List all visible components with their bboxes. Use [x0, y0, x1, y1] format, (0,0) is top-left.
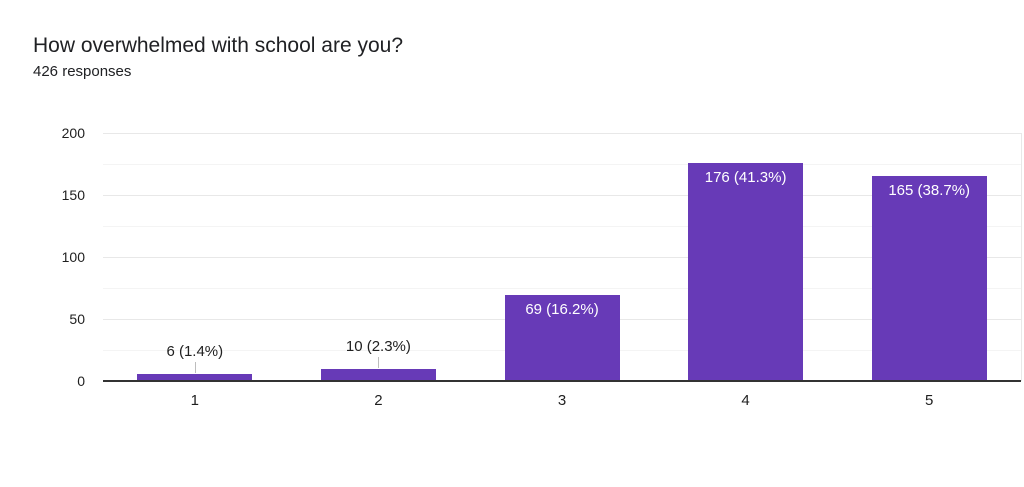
bar-value-label: 176 (41.3%): [704, 168, 787, 186]
bar-category-1: [137, 373, 253, 381]
x-axis-tick-label: 4: [741, 392, 750, 409]
gridline-minor: [103, 225, 1021, 227]
y-axis-tick-label: 200: [61, 125, 85, 141]
y-axis-tick-label: 50: [69, 311, 85, 327]
gridline-major: [103, 132, 1021, 134]
chart-title: How overwhelmed with school are you?: [33, 34, 404, 57]
bar-category-2: [320, 368, 436, 381]
bar-value-label: 6 (1.4%): [166, 342, 224, 360]
gridline-major: [103, 194, 1021, 196]
response-count: 426 responses: [33, 63, 132, 80]
gridline-major: [103, 256, 1021, 258]
bar-value-label: 10 (2.3%): [345, 337, 411, 355]
bar-value-label: 69 (16.2%): [525, 301, 599, 319]
bar-category-5: [871, 176, 987, 381]
x-axis-tick-label: 2: [374, 392, 383, 409]
gridline-minor: [103, 287, 1021, 289]
y-axis-tick-label: 0: [77, 373, 85, 389]
bar-category-4: [688, 162, 804, 381]
x-axis-tick-label: 5: [925, 392, 934, 409]
x-axis-baseline: [103, 380, 1021, 382]
plot-right-border: [1021, 133, 1022, 381]
y-axis-tick-label: 100: [61, 249, 85, 265]
y-axis-tick-label: 150: [61, 187, 85, 203]
gridline-minor: [103, 163, 1021, 165]
label-leader-line: [378, 356, 380, 368]
x-axis-tick-label: 1: [190, 392, 199, 409]
x-axis-tick-label: 3: [557, 392, 567, 409]
label-leader-line: [194, 361, 196, 373]
bar-category-3: [504, 295, 620, 381]
bar-value-label: 165 (38.7%): [888, 182, 971, 200]
